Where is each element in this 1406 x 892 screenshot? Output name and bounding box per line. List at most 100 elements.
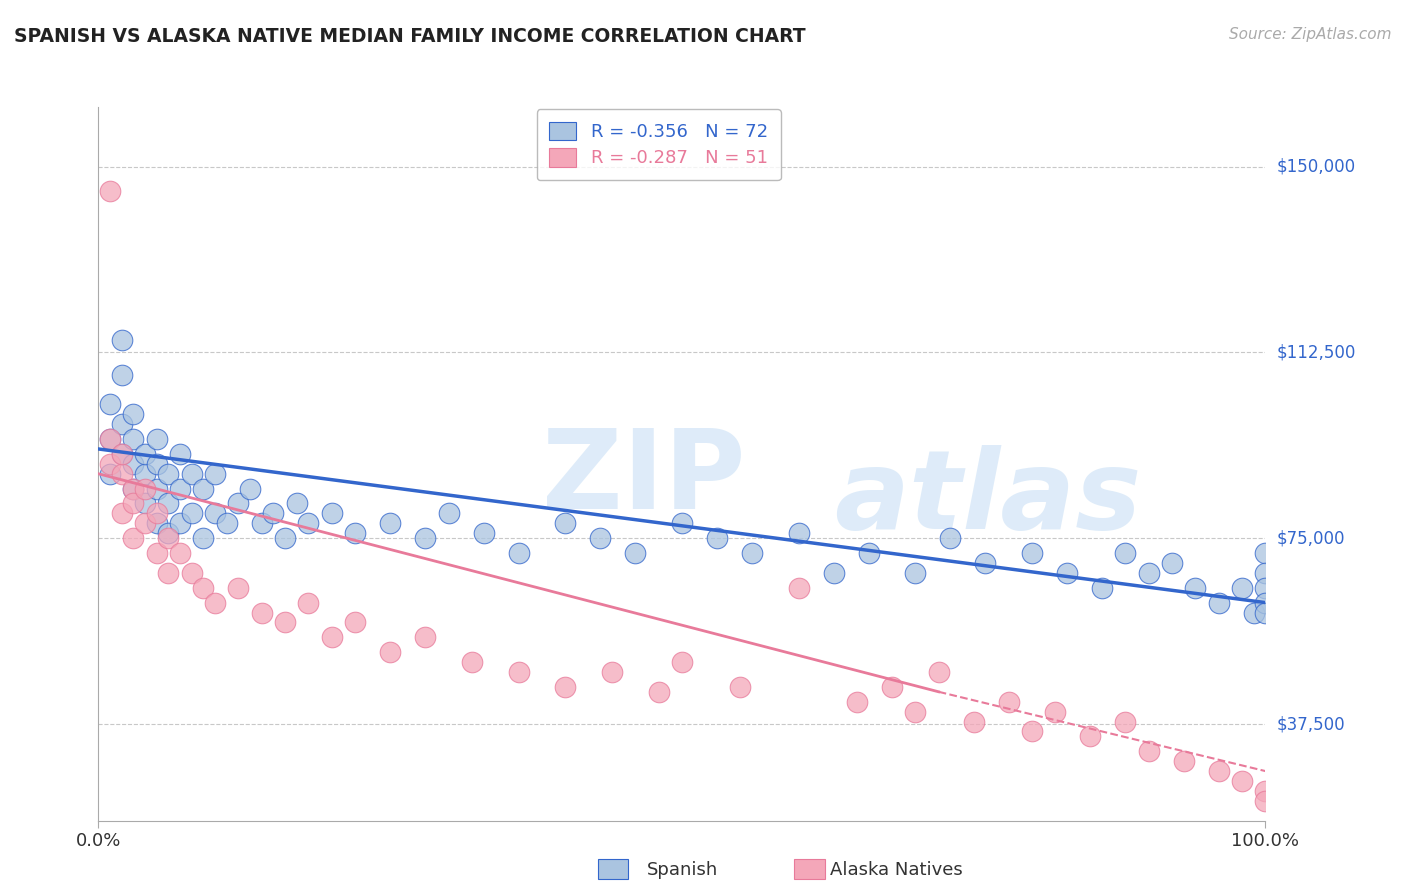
Point <box>962 714 984 729</box>
Point <box>1230 774 1253 789</box>
Point <box>98 467 121 481</box>
Point <box>344 615 367 630</box>
Point <box>413 630 436 644</box>
Point <box>858 546 880 560</box>
Point <box>1254 606 1277 620</box>
Point <box>157 496 180 510</box>
Point <box>111 447 134 461</box>
Point <box>98 432 121 446</box>
Text: $75,000: $75,000 <box>1277 529 1346 547</box>
Point <box>624 546 647 560</box>
Point <box>554 516 576 531</box>
Text: $37,500: $37,500 <box>1277 715 1346 733</box>
Point <box>111 368 134 382</box>
Point <box>204 596 226 610</box>
Point <box>671 516 693 531</box>
Point <box>204 507 226 521</box>
Text: $150,000: $150,000 <box>1277 158 1355 176</box>
Legend: R = -0.356   N = 72, R = -0.287   N = 51: R = -0.356 N = 72, R = -0.287 N = 51 <box>537 109 780 180</box>
Point <box>274 615 297 630</box>
Text: Spanish: Spanish <box>647 861 718 879</box>
Point <box>461 655 484 669</box>
Point <box>250 516 273 531</box>
Point <box>1173 754 1195 768</box>
Point <box>146 516 169 531</box>
Point <box>134 447 156 461</box>
Point <box>193 531 215 545</box>
Point <box>1208 596 1230 610</box>
Point <box>706 531 728 545</box>
Point <box>554 680 576 694</box>
Point <box>111 467 134 481</box>
Point <box>169 546 191 560</box>
Point <box>1091 581 1114 595</box>
Point <box>146 507 169 521</box>
Text: Source: ZipAtlas.com: Source: ZipAtlas.com <box>1229 27 1392 42</box>
Point <box>204 467 226 481</box>
Point <box>157 531 180 545</box>
Point <box>134 467 156 481</box>
Point <box>344 526 367 541</box>
Point <box>180 467 202 481</box>
Point <box>974 556 997 570</box>
Point <box>297 516 319 531</box>
Point <box>98 457 121 471</box>
Point <box>98 397 121 411</box>
Point <box>880 680 903 694</box>
Point <box>1254 581 1277 595</box>
Point <box>122 531 145 545</box>
Point <box>169 516 191 531</box>
Point <box>508 665 530 679</box>
Point <box>122 407 145 421</box>
Point <box>228 581 250 595</box>
Point <box>169 482 191 496</box>
Point <box>122 482 145 496</box>
Point <box>928 665 950 679</box>
Point <box>1254 784 1277 798</box>
Point <box>122 432 145 446</box>
Point <box>1184 581 1206 595</box>
Point <box>508 546 530 560</box>
Point <box>378 645 402 659</box>
Point <box>262 507 284 521</box>
Point <box>134 496 156 510</box>
Point <box>741 546 763 560</box>
Point <box>1243 606 1265 620</box>
Point <box>98 432 121 446</box>
Point <box>122 496 145 510</box>
Point <box>321 507 343 521</box>
Point <box>297 596 319 610</box>
Point <box>1056 566 1078 580</box>
Point <box>1080 730 1102 744</box>
Point <box>239 482 262 496</box>
Point <box>122 482 145 496</box>
Point <box>1254 596 1277 610</box>
Text: atlas: atlas <box>834 445 1142 552</box>
Point <box>180 566 202 580</box>
Point <box>157 526 180 541</box>
Point <box>285 496 308 510</box>
Point <box>134 482 156 496</box>
Point <box>146 457 169 471</box>
Point <box>146 432 169 446</box>
Point <box>146 546 169 560</box>
Point <box>787 581 810 595</box>
Point <box>146 482 169 496</box>
Text: $112,500: $112,500 <box>1277 343 1355 361</box>
Point <box>1021 546 1043 560</box>
Point <box>1114 714 1136 729</box>
Point <box>274 531 297 545</box>
Point <box>111 333 134 347</box>
Point <box>1254 566 1277 580</box>
Point <box>787 526 810 541</box>
Point <box>671 655 693 669</box>
Point <box>193 482 215 496</box>
Point <box>472 526 495 541</box>
Point <box>1230 581 1253 595</box>
Point <box>111 507 134 521</box>
Point <box>157 566 180 580</box>
Point <box>600 665 623 679</box>
Point <box>134 516 156 531</box>
Point <box>1045 705 1067 719</box>
Point <box>1254 794 1277 808</box>
